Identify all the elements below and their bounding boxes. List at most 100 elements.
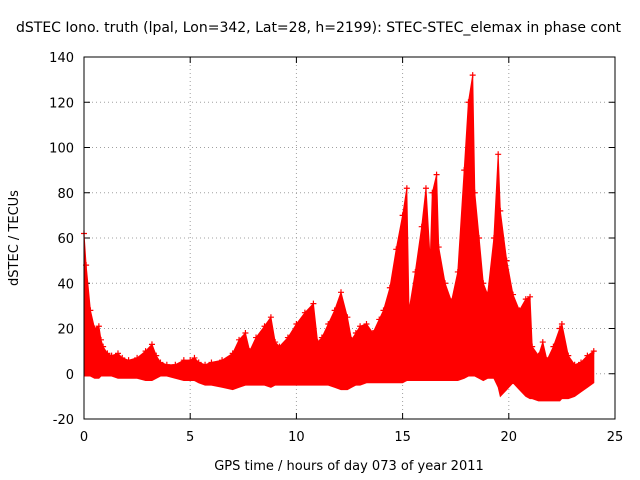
- data-point-marker: [208, 359, 215, 366]
- data-point-marker: [380, 307, 387, 314]
- data-point-marker: [571, 361, 578, 368]
- data-point-marker: [418, 223, 425, 230]
- data-point-marker: [403, 185, 410, 192]
- data-point-marker: [584, 352, 591, 359]
- data-point-marker: [393, 246, 400, 253]
- data-point-marker: [352, 330, 359, 337]
- data-point-marker: [272, 339, 279, 346]
- x-tick-label: 0: [80, 430, 88, 445]
- data-point-marker: [484, 291, 491, 298]
- data-point-marker: [510, 291, 517, 298]
- data-point-marker: [242, 330, 249, 337]
- y-tick-label: -20: [53, 413, 74, 428]
- data-point-marker: [148, 341, 155, 348]
- data-point-marker: [497, 207, 504, 214]
- grid: [84, 57, 615, 419]
- x-tick-label: 5: [186, 430, 194, 445]
- data-point-marker: [516, 307, 523, 314]
- x-tick-label: 10: [288, 430, 305, 445]
- data-point-marker: [348, 336, 355, 343]
- y-tick-label: 80: [57, 187, 74, 202]
- chart-title: dSTEC Iono. truth (lpal, Lon=342, Lat=28…: [16, 20, 622, 36]
- data-point-marker: [195, 359, 202, 366]
- series-band: [83, 75, 595, 402]
- data-point-marker: [433, 171, 440, 178]
- data-point-marker: [522, 296, 529, 303]
- data-point-marker: [427, 257, 434, 264]
- y-tick-label: 0: [66, 368, 74, 383]
- data-point-marker: [527, 293, 534, 300]
- y-tick-label: 60: [57, 232, 74, 247]
- y-tick-label: 100: [49, 142, 74, 157]
- data-point-marker: [454, 268, 461, 275]
- data-point-marker: [544, 357, 551, 364]
- data-point-marker: [134, 354, 141, 361]
- data-point-marker: [363, 320, 370, 327]
- data-point-marker: [590, 348, 597, 355]
- y-tick-label: 40: [57, 277, 74, 292]
- data-point-marker: [108, 352, 115, 359]
- x-axis-label: GPS time / hours of day 073 of year 2011: [214, 459, 484, 474]
- data-point-marker: [399, 212, 406, 219]
- data-point-marker: [191, 354, 198, 361]
- data-point-marker: [344, 314, 351, 321]
- data-point-marker: [480, 280, 487, 287]
- data-point-marker: [180, 357, 187, 364]
- data-point-marker: [125, 357, 132, 364]
- data-point-marker: [469, 72, 476, 79]
- x-tick-label: 20: [501, 430, 518, 445]
- data-point-marker: [471, 189, 478, 196]
- axis-ticks: 0 5 10 15 20 25 -20 0 20 40 60 80 100 120 140: [49, 51, 623, 445]
- y-tick-label: 140: [49, 51, 74, 66]
- data-point-marker: [310, 300, 317, 307]
- data-point-marker: [163, 361, 170, 368]
- data-point-marker: [565, 352, 572, 359]
- data-point-marker: [219, 357, 226, 364]
- data-point-marker: [476, 235, 483, 241]
- data-point-marker: [369, 330, 376, 337]
- data-point-marker: [376, 316, 383, 323]
- data-point-marker: [95, 323, 102, 330]
- data-point-marker: [357, 323, 364, 330]
- data-point-marker: [422, 185, 429, 192]
- data-point-marker: [529, 343, 536, 350]
- data-point-marker: [246, 348, 253, 355]
- data-point-marker: [104, 350, 111, 357]
- data-point-marker: [325, 320, 332, 327]
- data-point-marker: [465, 99, 472, 106]
- data-point-marker: [448, 298, 455, 305]
- data-point-marker: [556, 325, 563, 332]
- data-point-marker: [97, 336, 104, 343]
- data-point-marker: [100, 343, 107, 350]
- data-point-marker: [495, 151, 502, 158]
- data-point-marker: [490, 235, 497, 241]
- data-point-marker: [261, 323, 268, 330]
- plot-area: [81, 72, 597, 402]
- data-point-marker: [550, 343, 557, 350]
- data-point-marker: [429, 189, 436, 196]
- data-point-marker: [267, 314, 274, 321]
- data-point-marker: [386, 284, 393, 291]
- data-point-marker: [338, 289, 345, 296]
- data-point-marker: [558, 320, 565, 327]
- data-point-marker: [412, 268, 419, 275]
- y-tick-label: 120: [49, 96, 74, 111]
- data-point-marker: [314, 339, 321, 346]
- x-tick-label: 15: [394, 430, 411, 445]
- y-axis-label: dSTEC / TECUs: [7, 190, 22, 286]
- data-point-marker: [142, 348, 149, 355]
- data-point-marker: [172, 361, 179, 368]
- data-point-marker: [539, 339, 546, 346]
- data-point-marker: [318, 334, 325, 341]
- data-point-marker: [578, 359, 585, 366]
- data-point-marker: [301, 309, 308, 316]
- data-point-marker: [187, 357, 194, 364]
- data-point-marker: [253, 334, 260, 341]
- data-point-marker: [535, 352, 542, 359]
- data-point-marker: [236, 336, 243, 343]
- data-point-marker: [331, 307, 338, 314]
- y-tick-label: 20: [57, 323, 74, 338]
- data-point-marker: [157, 359, 164, 366]
- data-point-marker: [442, 280, 449, 287]
